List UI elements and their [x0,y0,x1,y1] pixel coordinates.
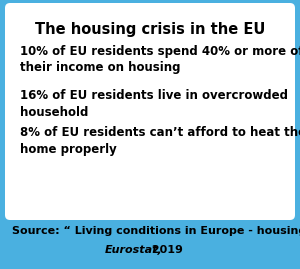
Text: 2019: 2019 [148,245,183,255]
Text: 10% of EU residents spend 40% or more of
their income on housing: 10% of EU residents spend 40% or more of… [20,45,300,75]
Text: Eurostat,: Eurostat, [105,245,163,255]
Text: 8% of EU residents can’t afford to heat their
home properly: 8% of EU residents can’t afford to heat … [20,126,300,155]
Text: Source: “ Living conditions in Europe - housing quality”: Source: “ Living conditions in Europe - … [12,226,300,236]
Text: 16% of EU residents live in overcrowded
household: 16% of EU residents live in overcrowded … [20,89,288,119]
Text: The housing crisis in the EU: The housing crisis in the EU [35,22,265,37]
FancyBboxPatch shape [5,3,295,220]
